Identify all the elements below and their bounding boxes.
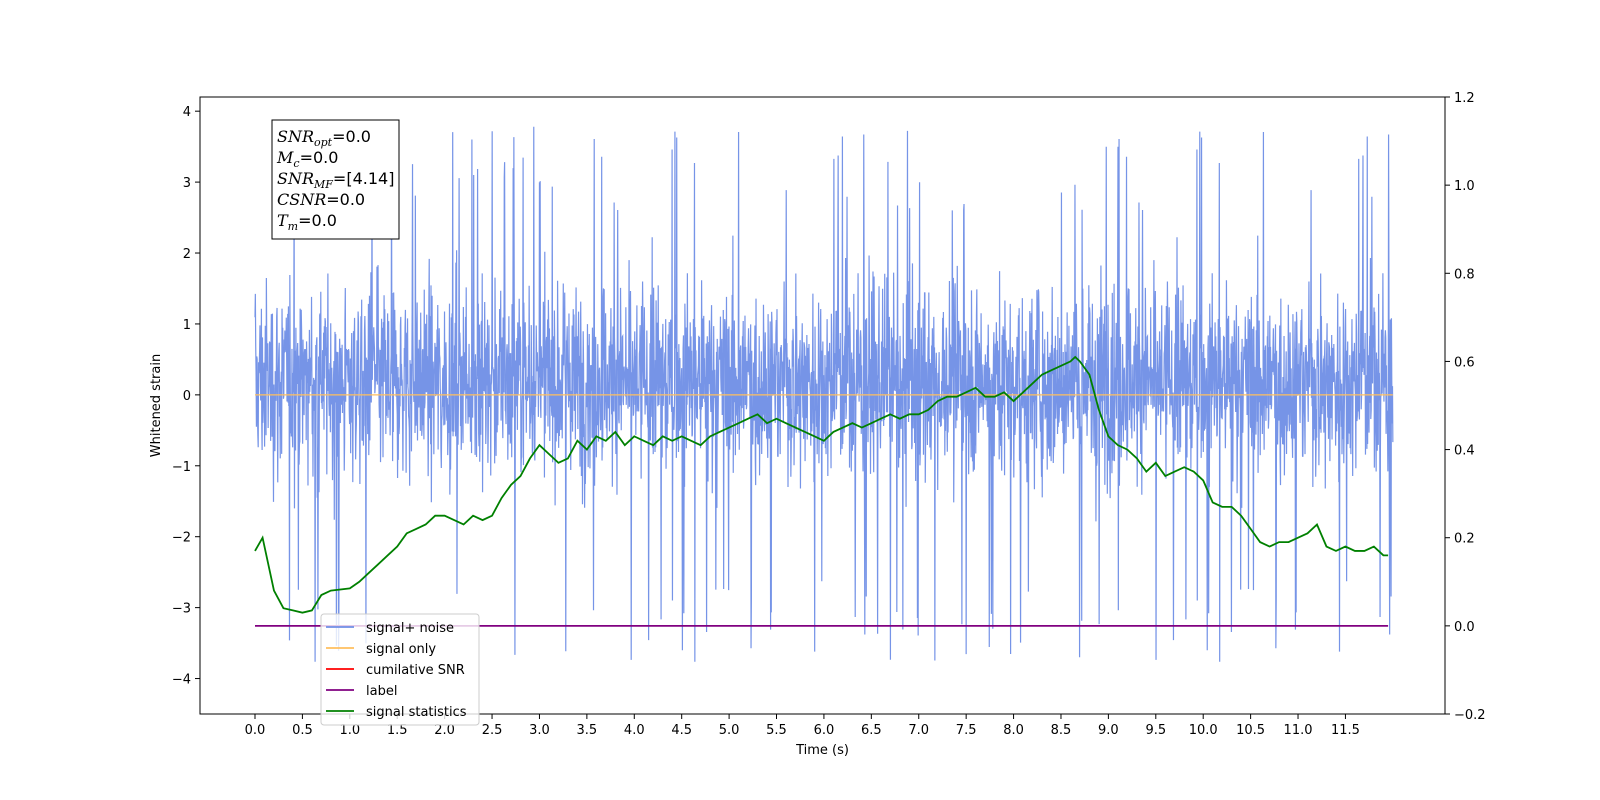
x-tick-label: 2.5 [482, 723, 503, 738]
x-tick-label: 1.5 [387, 723, 408, 738]
info-line-name: SNR [277, 169, 314, 188]
y-left-axis-label: Whitened strain [149, 354, 164, 457]
x-tick-label: 5.0 [719, 723, 740, 738]
y-right-tick-label: 0.6 [1454, 355, 1475, 370]
x-tick-label: 4.0 [624, 723, 645, 738]
info-line-value: =0.0 [326, 190, 365, 209]
y-left-tick-label: −1 [172, 460, 191, 475]
x-tick-label: 2.0 [434, 723, 455, 738]
y-left-tick-label: 3 [183, 176, 191, 191]
legend-label: cumilative SNR [366, 663, 465, 678]
info-line-name: T [277, 211, 289, 230]
info-line: CSNR=0.0 [277, 190, 365, 209]
y-right-tick-label: 0.4 [1454, 444, 1475, 459]
x-tick-label: 11.0 [1284, 723, 1313, 738]
info-line: SNRMF=[4.14] [277, 169, 394, 191]
y-left-tick-label: 0 [183, 389, 191, 404]
info-line-name: M [276, 148, 294, 167]
info-line-subscript: m [288, 220, 298, 233]
x-tick-label: 7.0 [908, 723, 929, 738]
info-line: SNRopt=0.0 [277, 127, 371, 149]
info-line-name: SNR [277, 127, 314, 146]
y-left-tick-label: 2 [183, 247, 191, 262]
info-line-subscript: MF [313, 178, 333, 191]
y-right-tick-label: 0.2 [1454, 532, 1475, 547]
legend-box [320, 613, 480, 726]
x-tick-label: 6.5 [861, 723, 882, 738]
y-left-tick-label: −2 [172, 531, 191, 546]
x-tick-label: 7.5 [956, 723, 977, 738]
info-box-border [271, 119, 400, 240]
info-line-name: CSNR [277, 190, 326, 209]
legend-label: signal statistics [366, 705, 467, 720]
x-tick-label: 11.5 [1331, 723, 1360, 738]
y-left-tick-label: 4 [183, 105, 191, 120]
info-line-value: =0.0 [332, 127, 371, 146]
y-left-axis-ticks: −4 −3 −2 −1 0 1 2 3 4 [172, 105, 200, 688]
x-tick-label: 6.0 [814, 723, 835, 738]
x-axis-ticks: 0.0 0.5 1.0 1.5 2.0 2.5 3.0 3.5 4.0 4.5 5.0 5.5 6.0 6… [245, 714, 1360, 738]
axes-border [199, 96, 1446, 715]
x-tick-label: 0.0 [245, 723, 266, 738]
legend-label: label [366, 684, 397, 699]
axes-frame [199, 96, 1446, 715]
x-tick-label: 10.0 [1189, 723, 1218, 738]
series-signal-statistics-line [254, 355, 1389, 614]
x-tick-label: 3.5 [577, 723, 598, 738]
y-left-tick-label: −3 [172, 602, 191, 617]
y-right-axis-ticks: −0.2 0.0 0.2 0.4 0.6 0.8 1.0 1.2 [1445, 91, 1486, 723]
legend-label: signal only [366, 642, 436, 657]
x-tick-label: 8.0 [1003, 723, 1024, 738]
info-box: SNRopt=0.0Mc=0.0SNRMF=[4.14]CSNR=0.0Tm=0… [271, 119, 400, 240]
y-right-tick-label: 0.0 [1454, 620, 1475, 635]
x-tick-label: 0.5 [292, 723, 313, 738]
x-tick-label: 5.5 [766, 723, 787, 738]
x-axis-label: Time (s) [795, 743, 849, 758]
y-right-tick-label: 0.8 [1454, 267, 1475, 282]
info-line-value: =0.0 [298, 211, 337, 230]
info-line: Tm=0.0 [277, 211, 337, 233]
info-line-subscript: opt [314, 136, 333, 149]
y-right-tick-label: −0.2 [1454, 708, 1486, 723]
info-line-value: =[4.14] [333, 169, 395, 188]
legend-label: signal+ noise [366, 621, 454, 636]
x-tick-label: 4.5 [671, 723, 692, 738]
x-tick-label: 8.5 [1051, 723, 1072, 738]
info-line-value: =0.0 [300, 148, 339, 167]
y-right-tick-label: 1.0 [1454, 179, 1475, 194]
info-line-subscript: c [293, 157, 299, 170]
y-right-tick-label: 1.2 [1454, 91, 1475, 106]
legend: signal+ noise signal only cumilative SNR la… [320, 613, 480, 726]
x-tick-label: 9.0 [1098, 723, 1119, 738]
x-tick-label: 3.0 [529, 723, 550, 738]
x-tick-label: 9.5 [1145, 723, 1166, 738]
series-signal-noise-line [254, 126, 1394, 662]
y-left-tick-label: 1 [183, 318, 191, 333]
x-tick-label: 1.0 [339, 723, 360, 738]
x-tick-label: 10.5 [1236, 723, 1265, 738]
info-line: Mc=0.0 [276, 148, 338, 170]
y-left-tick-label: −4 [172, 673, 191, 688]
